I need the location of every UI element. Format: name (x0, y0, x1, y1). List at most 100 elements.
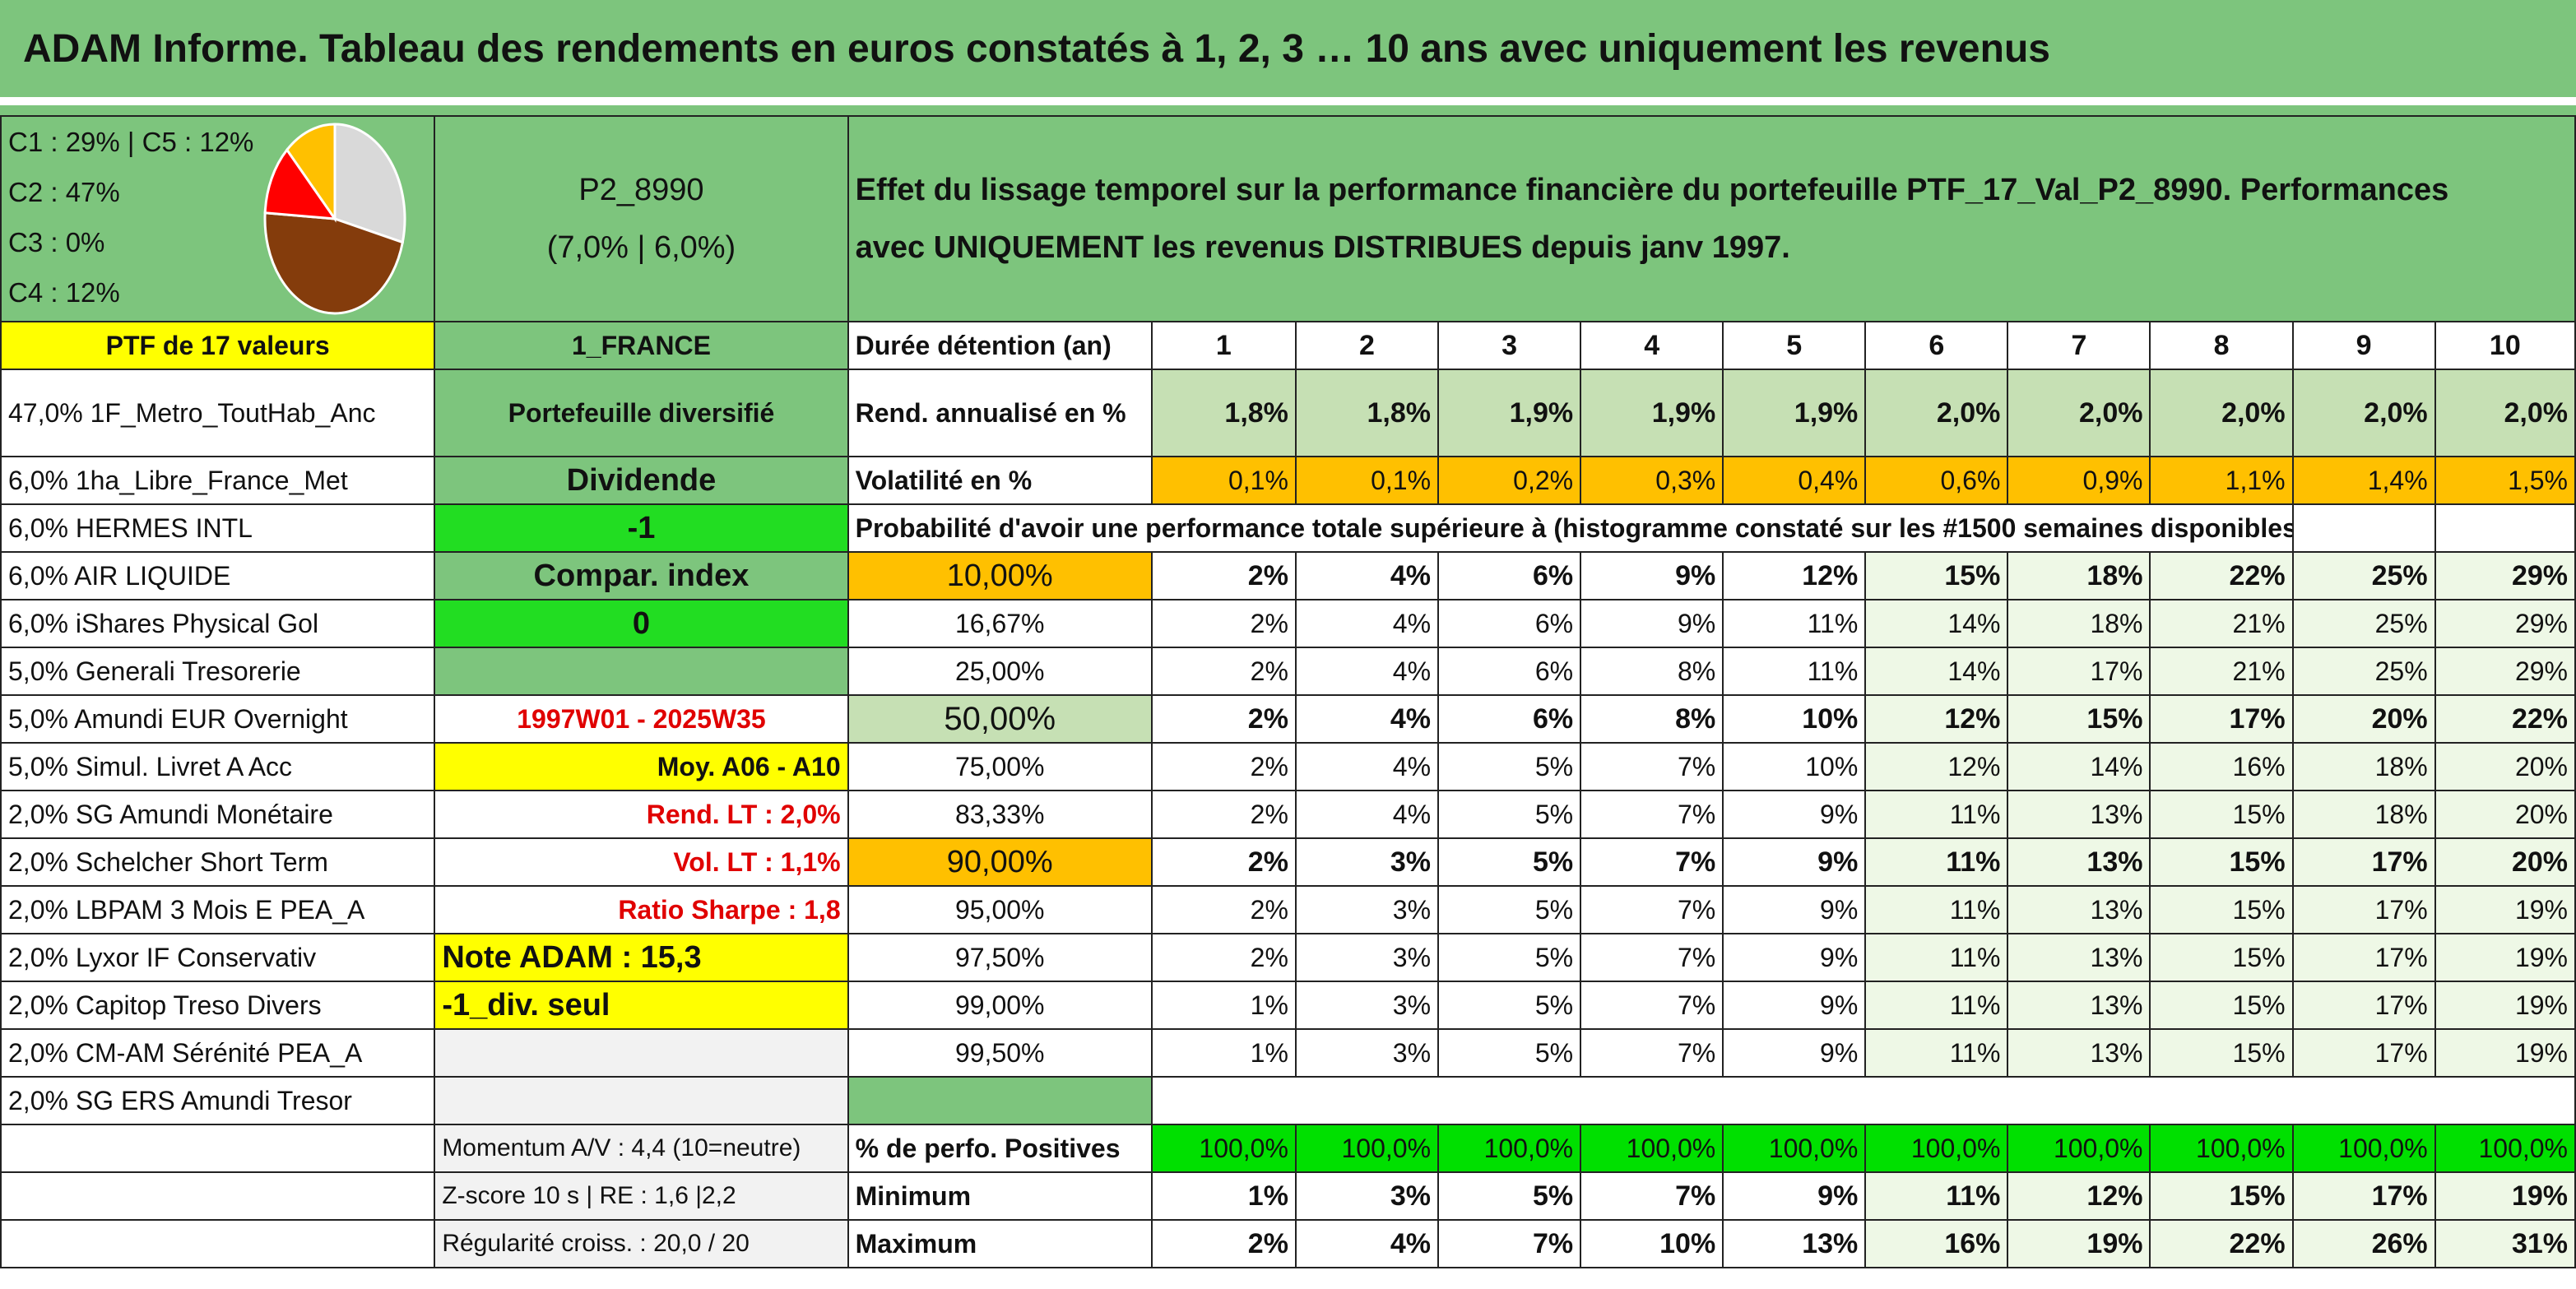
maximum-value: 16% (1864, 1219, 2009, 1268)
empty-green-cell (847, 1076, 1153, 1125)
probability-value: 2% (1150, 694, 1297, 744)
probability-level: 97,50% (847, 933, 1153, 982)
probability-value: 19% (2434, 981, 2576, 1030)
probability-value: 22% (2149, 551, 2294, 600)
probability-value: 15% (2149, 790, 2294, 839)
probability-value: 9% (1722, 885, 1867, 934)
probability-value: 7% (1580, 742, 1724, 791)
minimum-value: 11% (1864, 1171, 2009, 1221)
probability-value: 11% (1864, 981, 2009, 1030)
empty-gray-cell (434, 1076, 849, 1125)
positives-value: 100,0% (1722, 1124, 1867, 1173)
probability-value: 14% (1864, 647, 2009, 696)
minimum-value: 15% (2149, 1171, 2294, 1221)
composition-line: C3 : 0% (8, 227, 105, 257)
portfolio-code: P2_8990 (578, 173, 704, 207)
minimum-value: 5% (1437, 1171, 1582, 1221)
volatility-value: 0,6% (1864, 456, 2009, 505)
probability-value: 5% (1437, 742, 1582, 791)
probability-value: 20% (2434, 790, 2576, 839)
probability-value: 7% (1580, 933, 1724, 982)
probability-value: 2% (1150, 933, 1297, 982)
probability-value: 7% (1580, 837, 1724, 887)
probability-value: 22% (2434, 694, 2576, 744)
probability-value: 11% (1864, 790, 2009, 839)
probability-value: 6% (1437, 599, 1582, 648)
volatility-value: 1,5% (2434, 456, 2576, 505)
maximum-value: 31% (2434, 1219, 2576, 1268)
probability-value: 14% (2007, 742, 2151, 791)
probability-value: 20% (2434, 742, 2576, 791)
probability-level: 50,00% (847, 694, 1153, 744)
empty-cell (0, 1124, 436, 1173)
positives-label: % de perfo. Positives (847, 1124, 1153, 1173)
year-header: 2 (1294, 321, 1440, 370)
probability-value: 2% (1150, 790, 1297, 839)
probability-value: 8% (1580, 647, 1724, 696)
probability-value: 11% (1864, 885, 2009, 934)
empty-cell (2434, 503, 2576, 553)
probability-value: 10% (1722, 742, 1867, 791)
probability-value: 5% (1437, 790, 1582, 839)
probability-value: 15% (2149, 981, 2294, 1030)
probability-level: 10,00% (847, 551, 1153, 600)
probability-value: 12% (1722, 551, 1867, 600)
composition-line: C1 : 29% | C5 : 12% (8, 127, 254, 157)
probability-value: 17% (2149, 694, 2294, 744)
probability-value: 18% (2007, 551, 2151, 600)
probability-value: 17% (2291, 981, 2436, 1030)
minimum-value: 3% (1294, 1171, 1440, 1221)
probability-value: 13% (2007, 933, 2151, 982)
holding-name: 5,0% Generali Tresorerie (0, 647, 436, 696)
annual-return-value: 2,0% (2434, 369, 2576, 457)
positives-value: 100,0% (1150, 1124, 1297, 1173)
probability-value: 15% (2149, 837, 2294, 887)
probability-value: 11% (1722, 599, 1867, 648)
probability-value: 6% (1437, 647, 1582, 696)
probability-value: 7% (1580, 981, 1724, 1030)
holding-name: 6,0% iShares Physical Gol (0, 599, 436, 648)
positives-value: 100,0% (1437, 1124, 1582, 1173)
holding-name: 47,0% 1F_Metro_ToutHab_Anc (0, 369, 436, 457)
probability-value: 4% (1294, 551, 1440, 600)
long-term-return: Rend. LT : 2,0% (434, 790, 849, 839)
probability-value: 17% (2291, 837, 2436, 887)
year-header: 8 (2149, 321, 2294, 370)
probability-level: 83,33% (847, 790, 1153, 839)
minimum-value: 9% (1722, 1171, 1867, 1221)
adam-score: Note ADAM : 15,3 (434, 933, 849, 982)
probability-value: 12% (1864, 742, 2009, 791)
probability-value: 13% (2007, 981, 2151, 1030)
holding-name: 6,0% HERMES INTL (0, 503, 436, 553)
dividend-label: Dividende (434, 456, 849, 505)
year-header: 3 (1437, 321, 1582, 370)
probability-value: 15% (2149, 1028, 2294, 1078)
probability-level: 95,00% (847, 885, 1153, 934)
volatility-value: 1,4% (2291, 456, 2436, 505)
minus-one-flag: -1 (434, 503, 849, 553)
probability-value: 2% (1150, 742, 1297, 791)
holding-name: 2,0% SG ERS Amundi Tresor (0, 1076, 436, 1125)
probability-value: 15% (1864, 551, 2009, 600)
maximum-value: 7% (1437, 1219, 1582, 1268)
holding-duration-label: Durée détention (an) (847, 321, 1153, 370)
probability-level: 99,00% (847, 981, 1153, 1030)
probability-value: 13% (2007, 885, 2151, 934)
maximum-label: Maximum (847, 1219, 1153, 1268)
country-label: 1_FRANCE (434, 321, 849, 370)
pie-slice-c2 (263, 211, 405, 315)
pie-slice-c1 (333, 123, 406, 244)
minimum-value: 19% (2434, 1171, 2576, 1221)
annual-return-value: 2,0% (1864, 369, 2009, 457)
holding-name: 6,0% AIR LIQUIDE (0, 551, 436, 600)
holding-name: 2,0% Capitop Treso Divers (0, 981, 436, 1030)
probability-title: Probabilité d'avoir une performance tota… (847, 503, 2294, 553)
probability-value: 16% (2149, 742, 2294, 791)
year-header: 9 (2291, 321, 2436, 370)
probability-value: 5% (1437, 885, 1582, 934)
probability-value: 13% (2007, 790, 2151, 839)
annual-return-value: 1,8% (1294, 369, 1440, 457)
holding-name: 5,0% Simul. Livret A Acc (0, 742, 436, 791)
probability-value: 12% (1864, 694, 2009, 744)
probability-value: 2% (1150, 551, 1297, 600)
